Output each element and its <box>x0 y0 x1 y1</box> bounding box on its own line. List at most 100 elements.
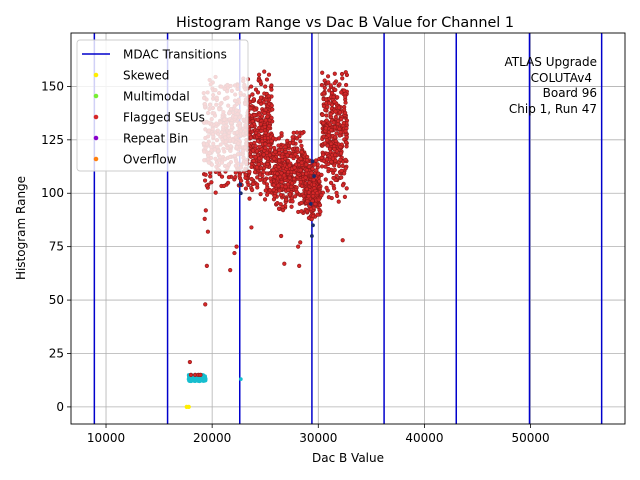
flagged-seu-point <box>344 140 349 145</box>
flagged-seu-point <box>249 225 254 230</box>
flagged-seu-point <box>263 145 268 150</box>
flagged-seu-point <box>310 198 315 204</box>
flagged-seu-point <box>338 130 343 135</box>
flagged-seu-point <box>331 175 336 181</box>
flagged-seu-point <box>263 84 268 89</box>
flagged-seu-point <box>248 106 253 111</box>
flagged-seu-point <box>329 127 334 133</box>
flagged-seu-point <box>272 156 277 161</box>
flagged-seu-point <box>308 206 314 212</box>
flagged-seu-point <box>258 177 263 182</box>
flagged-seu-point <box>275 201 280 206</box>
flagged-seu-point <box>333 109 338 114</box>
flagged-seu-point <box>280 154 285 159</box>
legend-label: Multimodal <box>123 90 190 104</box>
flagged-seu-point <box>287 175 292 181</box>
flagged-seu-point <box>226 180 231 185</box>
data-point <box>311 223 315 228</box>
flagged-seu-point <box>304 186 309 192</box>
flagged-seu-point <box>239 178 244 183</box>
flagged-seu-point <box>343 157 348 163</box>
flagged-seu-point <box>247 169 252 174</box>
x-tick-label: 30000 <box>299 431 337 445</box>
flagged-seu-point <box>342 171 347 176</box>
flagged-seu-point <box>340 163 345 168</box>
flagged-seu-point <box>269 83 274 88</box>
flagged-seu-point <box>339 168 344 173</box>
flagged-seu-point <box>251 158 256 163</box>
flagged-seu-point <box>271 167 276 173</box>
flagged-seu-point <box>296 244 301 249</box>
flagged-seu-point <box>278 192 283 198</box>
flagged-seu-point <box>323 107 328 113</box>
normal-point <box>198 378 203 383</box>
flagged-seu-point <box>187 359 192 365</box>
flagged-seu-point <box>332 99 337 104</box>
flagged-seu-point <box>335 95 340 100</box>
flagged-seu-point <box>342 194 348 199</box>
flagged-seu-point <box>282 261 287 266</box>
flagged-seu-point <box>188 372 194 377</box>
flagged-seu-point <box>316 197 321 202</box>
flagged-seu-point <box>256 132 261 137</box>
flagged-seu-point <box>264 182 270 187</box>
flagged-seu-point <box>336 199 341 204</box>
flagged-seu-point <box>252 170 258 175</box>
flagged-seu-point <box>290 140 296 146</box>
flagged-seu-point <box>243 175 248 180</box>
flagged-seu-point <box>314 168 319 173</box>
flagged-seu-point <box>276 143 281 148</box>
flagged-seu-point <box>269 115 274 120</box>
flagged-seu-point <box>337 82 342 87</box>
flagged-seu-point <box>262 135 268 141</box>
flagged-seu-point <box>269 87 274 92</box>
flagged-seu-point <box>328 83 333 88</box>
flagged-seu-point <box>328 112 333 117</box>
flagged-seu-point <box>264 77 270 82</box>
flagged-seu-point <box>286 187 291 193</box>
flagged-seu-point <box>299 160 304 165</box>
flagged-seu-point <box>333 87 338 93</box>
flagged-seu-point <box>284 197 289 202</box>
flagged-seu-point <box>257 144 262 149</box>
flagged-seu-point <box>297 134 302 139</box>
flagged-seu-point <box>257 172 263 177</box>
flagged-seu-point <box>276 183 281 188</box>
flagged-seu-point <box>269 103 274 108</box>
flagged-seu-point <box>327 122 333 127</box>
flagged-seu-point <box>261 152 266 157</box>
flagged-seu-point <box>246 182 251 187</box>
flagged-seu-point <box>279 179 284 185</box>
flagged-seu-point <box>323 126 328 131</box>
flagged-seu-point <box>258 122 263 127</box>
flagged-seu-point <box>251 97 256 102</box>
flagged-seu-point <box>248 135 253 140</box>
flagged-seu-point <box>258 79 263 84</box>
flagged-seu-point <box>326 80 331 85</box>
flagged-seu-point <box>311 177 316 183</box>
flagged-seu-point <box>298 240 303 245</box>
flagged-seu-point <box>343 100 348 105</box>
normal-point <box>187 378 191 383</box>
flagged-seu-point <box>255 117 260 122</box>
flagged-seu-point <box>343 70 348 75</box>
flagged-seu-point <box>333 152 338 157</box>
flagged-seu-point <box>291 176 297 182</box>
flagged-seu-point <box>332 167 337 173</box>
flagged-seu-point <box>287 163 292 168</box>
flagged-seu-point <box>267 124 272 129</box>
flagged-seu-point <box>317 179 322 184</box>
flagged-seu-point <box>213 190 218 195</box>
flagged-seu-point <box>339 175 344 180</box>
flagged-seu-point <box>344 186 349 191</box>
legend-label: Overflow <box>123 153 177 167</box>
flagged-seu-point <box>265 114 270 119</box>
flagged-seu-point <box>326 195 331 200</box>
x-tick-label: 40000 <box>405 431 443 445</box>
flagged-seu-point <box>254 149 259 154</box>
chart-title: Histogram Range vs Dac B Value for Chann… <box>176 15 514 31</box>
flagged-seu-point <box>263 188 268 193</box>
flagged-seu-point <box>322 85 327 91</box>
flagged-seu-point <box>283 184 288 189</box>
flagged-seu-point <box>340 76 345 81</box>
